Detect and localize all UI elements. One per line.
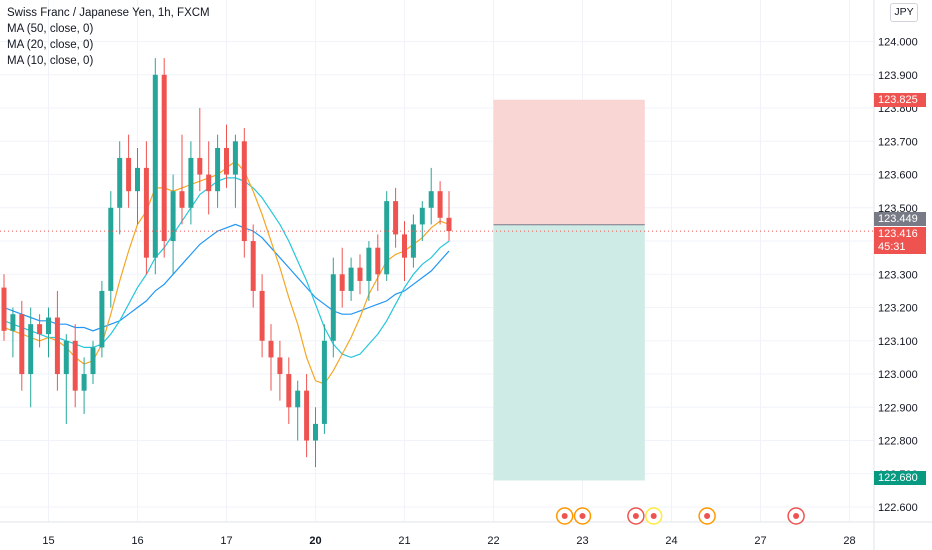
time-tick-label: 20 (309, 535, 321, 547)
candle-body[interactable] (250, 241, 256, 291)
bar-countdown: 45:31 (878, 241, 906, 253)
candle-body[interactable] (277, 357, 283, 375)
candle-body[interactable] (46, 317, 51, 335)
candle-body[interactable] (1, 287, 7, 331)
candle-body[interactable] (357, 267, 363, 281)
candle-body[interactable] (72, 340, 78, 391)
candle-body[interactable] (188, 157, 194, 208)
candle-body[interactable] (99, 290, 105, 348)
time-tick-label: 21 (398, 535, 410, 547)
price-tick-label: 123.300 (878, 269, 918, 281)
time-tick-label: 24 (665, 535, 677, 547)
price-tick-label: 123.900 (878, 70, 918, 82)
candle-body[interactable] (179, 191, 185, 208)
candle-body[interactable] (348, 267, 354, 291)
candle-body[interactable] (410, 224, 416, 258)
time-tick-label: 23 (576, 535, 588, 547)
price-tick-label: 122.800 (878, 436, 918, 448)
time-tick-label: 17 (220, 535, 232, 547)
candle-body[interactable] (170, 191, 176, 242)
candle-body[interactable] (117, 157, 123, 208)
candle-body[interactable] (330, 274, 336, 341)
candle-body[interactable] (37, 324, 43, 335)
economic-event-dot (650, 513, 657, 519)
currency-button[interactable]: JPY (890, 3, 918, 22)
time-tick-label: 15 (42, 535, 54, 547)
indicator-ma10[interactable]: MA (10, close, 0) (7, 55, 94, 67)
price-tick-label: 123.200 (878, 303, 918, 315)
candle-body[interactable] (446, 217, 452, 232)
candle-body[interactable] (286, 374, 292, 408)
time-tick-label: 22 (487, 535, 499, 547)
indicator-ma20[interactable]: MA (20, close, 0) (7, 39, 94, 51)
last-price-tag: 123.416 (878, 228, 918, 240)
price-tick-label: 123.000 (878, 369, 918, 381)
candle-body[interactable] (54, 317, 60, 375)
candle-body[interactable] (126, 157, 132, 192)
economic-event-dot (793, 513, 800, 519)
candle-body[interactable] (152, 74, 158, 258)
stop-loss-zone[interactable] (493, 99, 645, 225)
indicator-ma50[interactable]: MA (50, close, 0) (7, 23, 94, 35)
price-tick-label: 123.700 (878, 136, 918, 148)
candle-body[interactable] (108, 207, 114, 291)
candle-body[interactable] (232, 141, 238, 175)
last-price-badge: 123.416 45:31 (874, 227, 926, 254)
economic-event-dot (579, 513, 586, 519)
candle-body[interactable] (313, 423, 318, 441)
price-tick-label: 122.600 (878, 502, 918, 514)
candle-body[interactable] (384, 201, 390, 275)
candle-body[interactable] (437, 191, 443, 218)
candle-body[interactable] (393, 201, 399, 235)
time-tick-label: 28 (843, 535, 855, 547)
candle-body[interactable] (90, 347, 96, 375)
candle-body[interactable] (81, 374, 87, 391)
candle-body[interactable] (428, 191, 434, 208)
price-tick-label: 123.500 (878, 203, 918, 215)
chart-legend: Swiss Franc / Japanese Yen, 1h, FXCM MA … (7, 5, 210, 69)
candle-body[interactable] (19, 314, 25, 375)
candle-body[interactable] (295, 390, 301, 408)
candle-body[interactable] (259, 290, 265, 341)
price-tick-label: 122.900 (878, 402, 918, 414)
entry-price-tag: 123.449 (874, 212, 926, 226)
candle-body[interactable] (135, 167, 140, 192)
take-profit-zone[interactable] (493, 224, 645, 481)
candle-body[interactable] (28, 324, 34, 375)
price-tick-label: 123.600 (878, 170, 918, 182)
candle-body[interactable] (321, 340, 327, 424)
candle-body[interactable] (339, 274, 345, 291)
ma50-line (3, 223, 450, 332)
candle-body[interactable] (197, 157, 203, 175)
target-price-tag: 122.680 (874, 471, 926, 485)
candle-body[interactable] (268, 340, 274, 358)
time-tick-label: 16 (131, 535, 143, 547)
economic-event-dot (561, 513, 568, 519)
candle-body[interactable] (215, 147, 221, 192)
candle-body[interactable] (206, 174, 212, 192)
candle-body[interactable] (419, 207, 425, 225)
candle-body[interactable] (143, 167, 149, 258)
price-tick-label: 124.000 (878, 37, 918, 49)
economic-event-dot (704, 513, 711, 519)
symbol-title: Swiss Franc / Japanese Yen, 1h, FXCM (7, 7, 210, 19)
economic-event-dot (632, 513, 639, 519)
candle-body[interactable] (241, 141, 247, 242)
time-tick-label: 27 (754, 535, 766, 547)
candle-body[interactable] (161, 74, 167, 242)
candle-body[interactable] (304, 390, 310, 441)
candle-body[interactable] (402, 234, 407, 258)
candle-body[interactable] (63, 340, 69, 375)
stop-price-tag: 123.825 (874, 93, 926, 107)
price-tick-label: 123.100 (878, 336, 918, 348)
candle-body[interactable] (10, 314, 16, 331)
candle-body[interactable] (375, 247, 381, 275)
candle-body[interactable] (366, 247, 372, 281)
candle-body[interactable] (224, 147, 229, 175)
